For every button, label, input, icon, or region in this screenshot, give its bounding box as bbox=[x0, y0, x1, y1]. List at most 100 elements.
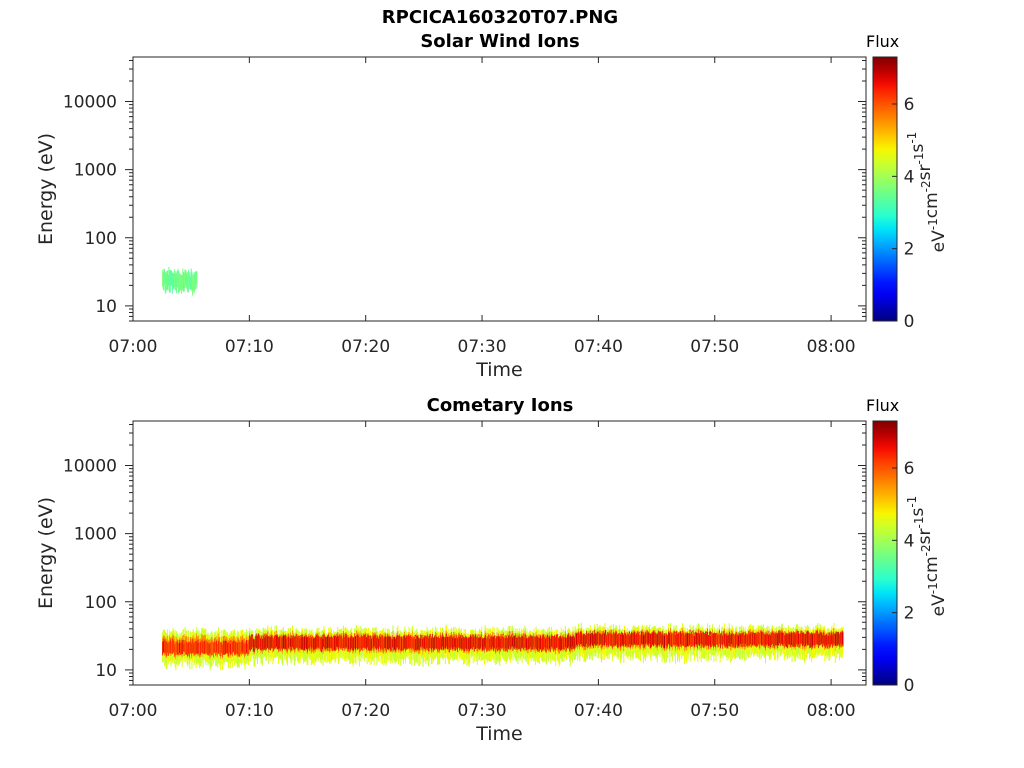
heatmap-cell bbox=[177, 268, 179, 288]
heatmap-cell bbox=[640, 630, 642, 646]
heatmap-cell bbox=[180, 640, 182, 654]
heatmap-cell bbox=[191, 643, 193, 656]
heatmap-cell bbox=[183, 643, 185, 657]
plot-frame bbox=[132, 420, 867, 686]
heatmap-cell bbox=[376, 638, 378, 650]
heatmap-cell bbox=[449, 636, 451, 653]
heatmap-cell bbox=[560, 636, 562, 650]
heatmap-cell bbox=[270, 636, 272, 651]
heatmap-cell bbox=[584, 633, 586, 648]
heatmap-cell bbox=[818, 633, 820, 645]
heatmap-cell bbox=[282, 636, 284, 651]
heatmap-cell bbox=[324, 634, 326, 649]
heatmap-cell bbox=[558, 638, 560, 650]
heatmap-cell bbox=[175, 271, 177, 290]
heatmap-cell bbox=[185, 271, 187, 288]
heatmap-cell bbox=[210, 641, 212, 656]
heatmap-cell bbox=[211, 640, 213, 655]
heatmap-cell bbox=[181, 275, 183, 290]
heatmap-cell bbox=[681, 632, 683, 646]
heatmap-cell bbox=[759, 632, 761, 649]
heatmap-cell bbox=[347, 636, 349, 652]
heatmap-cell bbox=[267, 636, 269, 649]
heatmap-cell bbox=[569, 636, 571, 653]
heatmap-cell bbox=[350, 636, 352, 650]
heatmap-cell bbox=[199, 642, 201, 656]
heatmap-cell bbox=[525, 638, 527, 651]
heatmap-cell bbox=[178, 270, 180, 294]
heatmap-cell bbox=[438, 637, 440, 650]
heatmap-cell bbox=[392, 635, 394, 648]
heatmap-cell bbox=[548, 636, 550, 651]
heatmap-cell bbox=[536, 635, 538, 651]
heatmap-cell bbox=[717, 634, 719, 648]
heatmap-cell bbox=[689, 629, 691, 645]
heatmap-cell bbox=[436, 636, 438, 650]
heatmap-cell bbox=[782, 632, 784, 647]
heatmap-cell bbox=[588, 632, 590, 648]
heatmap-cell bbox=[581, 632, 583, 647]
heatmap-cell bbox=[469, 637, 471, 652]
heatmap-cell bbox=[407, 634, 409, 648]
heatmap-cell bbox=[266, 635, 268, 648]
x-tick-label: 07:50 bbox=[690, 337, 739, 357]
heatmap-cell bbox=[218, 639, 220, 654]
heatmap-cell bbox=[236, 642, 238, 654]
heatmap-cell bbox=[192, 641, 194, 653]
heatmap-cell bbox=[769, 635, 771, 648]
heatmap-cell bbox=[701, 630, 703, 645]
heatmap-cell bbox=[416, 635, 418, 651]
heatmap-cell bbox=[279, 636, 281, 649]
heatmap-cell bbox=[522, 635, 524, 648]
heatmap-cell bbox=[732, 632, 734, 647]
heatmap-cell bbox=[797, 630, 799, 645]
heatmap-cell bbox=[336, 633, 338, 647]
heatmap-cell bbox=[697, 630, 699, 645]
heatmap-cell bbox=[580, 630, 582, 644]
heatmap-cell bbox=[826, 634, 828, 647]
heatmap-cell bbox=[798, 633, 800, 648]
heatmap-cell bbox=[836, 631, 838, 646]
heatmap-cell bbox=[280, 636, 282, 652]
heatmap-cell bbox=[700, 630, 702, 644]
heatmap-cell bbox=[503, 637, 505, 652]
heatmap-cell bbox=[241, 639, 243, 652]
heatmap-cell bbox=[294, 636, 296, 650]
heatmap-cell bbox=[637, 631, 639, 646]
heatmap-cell bbox=[264, 637, 266, 650]
x-tick-label: 07:30 bbox=[458, 701, 507, 721]
heatmap-cell bbox=[630, 631, 632, 645]
heatmap-cell bbox=[575, 633, 577, 648]
heatmap-cell bbox=[693, 635, 695, 648]
heatmap-cell bbox=[439, 633, 441, 649]
heatmap-cell bbox=[686, 632, 688, 648]
heatmap-cell bbox=[714, 633, 716, 647]
heatmap-cell bbox=[434, 635, 436, 650]
heatmap-cell bbox=[775, 632, 777, 645]
heatmap-cell bbox=[408, 633, 410, 649]
heatmap-cell bbox=[171, 642, 173, 653]
heatmap-cell bbox=[727, 635, 729, 649]
heatmap-cell bbox=[790, 633, 792, 648]
heatmap-cell bbox=[654, 631, 656, 644]
heatmap-cell bbox=[356, 634, 358, 650]
heatmap-cell bbox=[313, 638, 315, 650]
x-tick-label: 07:00 bbox=[109, 337, 158, 357]
heatmap-cell bbox=[327, 634, 329, 648]
heatmap-cell bbox=[808, 632, 810, 648]
heatmap-cell bbox=[735, 634, 737, 648]
heatmap-cell bbox=[284, 634, 286, 650]
heatmap-cell bbox=[832, 634, 834, 648]
heatmap-cell bbox=[239, 641, 241, 657]
unit-exponent: -1 bbox=[905, 496, 919, 508]
colorbar-tick-label: 4 bbox=[904, 531, 915, 551]
heatmap-cell bbox=[357, 634, 359, 650]
heatmap-cell bbox=[382, 635, 384, 650]
heatmap-cell bbox=[563, 636, 565, 650]
heatmap-cell bbox=[755, 632, 757, 647]
heatmap-cell bbox=[395, 638, 397, 652]
heatmap-cell bbox=[332, 637, 334, 652]
heatmap-cell bbox=[766, 634, 768, 646]
heatmap-cell bbox=[776, 633, 778, 646]
